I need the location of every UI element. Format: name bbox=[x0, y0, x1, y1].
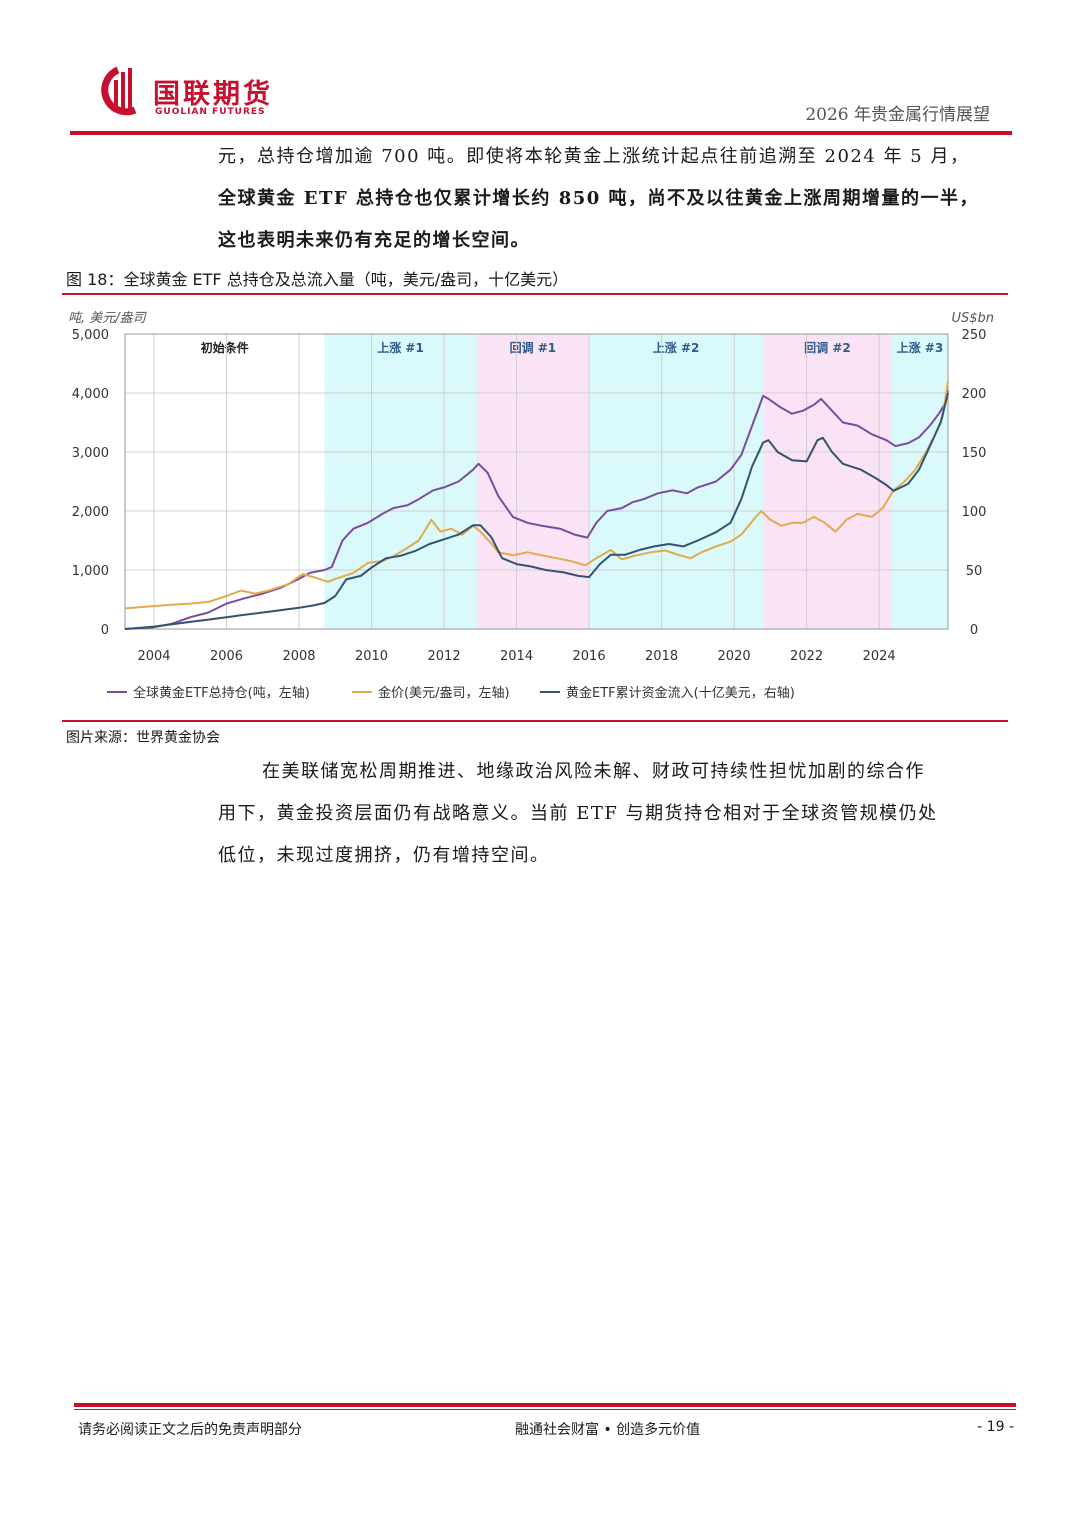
chart-region-band bbox=[763, 334, 892, 629]
chart-left-tick-label: 3,000 bbox=[72, 446, 109, 461]
chart-left-tick-label: 2,000 bbox=[72, 505, 109, 520]
chart-series-line-1 bbox=[124, 389, 949, 630]
chart-region-band bbox=[324, 334, 477, 629]
company-name-cn: 国联期货 bbox=[153, 79, 273, 110]
page-number: - 19 - bbox=[977, 1419, 1014, 1435]
paragraph-strategic-value: 在美联储宽松周期推进、地缘政治风险未解、财政可持续性担忧加剧的综合作 用下，黄金… bbox=[218, 751, 1018, 877]
chart-right-tick-label: 150 bbox=[962, 446, 987, 461]
figure-bottom-rule bbox=[62, 720, 1008, 722]
chart-region-band bbox=[891, 334, 948, 629]
chart-legend-label: 金价(美元/盎司，左轴) bbox=[378, 685, 510, 701]
paragraph-line: 全球黄金 ETF 总持仓也仅累计增长约 850 吨，尚不及以往黄金上涨周期增量的… bbox=[218, 188, 980, 209]
chart-series-line-3 bbox=[124, 392, 949, 630]
chart-right-tick-label: 100 bbox=[962, 505, 987, 520]
company-logo-icon bbox=[101, 66, 137, 116]
chart-region-band bbox=[589, 334, 764, 629]
chart-region-label: 上涨 #3 bbox=[897, 340, 944, 355]
paragraph-line: 在美联储宽松周期推进、地缘政治风险未解、财政可持续性担忧加剧的综合作 bbox=[262, 761, 925, 782]
chart-right-tick-label: 50 bbox=[966, 564, 983, 579]
report-title: 2026 年贵金属行情展望 bbox=[805, 105, 990, 125]
figure-top-rule bbox=[62, 293, 1008, 295]
header-divider bbox=[70, 131, 1012, 135]
figure-source: 图片来源：世界黄金协会 bbox=[66, 730, 220, 746]
chart-right-axis-label: US$bn bbox=[951, 311, 994, 326]
chart-left-tick-label: 0 bbox=[101, 623, 109, 638]
etf-holdings-chart: 初始条件 上涨 #1 回调 #1 上涨 #2 回调 #2 上涨 #3 吨, 美元/盎司 US$… bbox=[68, 311, 994, 701]
figure-title: 图 18：全球黄金 ETF 总持仓及总流入量（吨，美元/盎司，十亿美元） bbox=[66, 270, 569, 289]
chart-region-label: 回调 #1 bbox=[510, 341, 557, 355]
chart-x-tick-label: 2020 bbox=[718, 649, 751, 664]
chart-x-tick-label: 2012 bbox=[428, 649, 461, 664]
chart-region-label: 初始条件 bbox=[201, 340, 249, 355]
paragraph-line: 低位，未现过度拥挤，仍有增持空间。 bbox=[218, 845, 550, 866]
chart-x-tick-label: 2016 bbox=[573, 649, 606, 664]
chart-region-band bbox=[125, 334, 325, 629]
chart-region-label: 上涨 #1 bbox=[377, 340, 424, 355]
company-name-en: GUOLIAN FUTURES bbox=[155, 107, 266, 117]
chart-x-tick-label: 2018 bbox=[645, 649, 678, 664]
chart-left-tick-label: 1,000 bbox=[72, 564, 109, 579]
chart-left-axis-label: 吨, 美元/盎司 bbox=[68, 311, 148, 326]
footer-divider bbox=[74, 1403, 1016, 1407]
chart-region-band bbox=[476, 334, 590, 629]
chart-x-tick-label: 2010 bbox=[355, 649, 388, 664]
chart-x-tick-label: 2004 bbox=[137, 649, 170, 664]
paragraph-line: 元，总持仓增加逾 700 吨。即使将本轮黄金上涨统计起点往前追溯至 2024 年… bbox=[218, 146, 970, 167]
chart-left-tick-label: 5,000 bbox=[72, 328, 109, 343]
chart-right-tick-label: 200 bbox=[962, 387, 987, 402]
chart-left-tick-label: 4,000 bbox=[72, 387, 109, 402]
company-logo: 国联期货 GUOLIAN FUTURES bbox=[95, 66, 285, 126]
footer-slogan: 融通社会财富 • 创造多元价值 bbox=[515, 1422, 701, 1438]
paragraph-line: 这也表明未来仍有充足的增长空间。 bbox=[218, 230, 530, 251]
chart-right-tick-label: 250 bbox=[962, 328, 987, 343]
paragraph-line: 用下，黄金投资层面仍有战略意义。当前 ETF 与期货持仓相对于全球资管规模仍处 bbox=[218, 803, 938, 824]
chart-legend-label: 黄金ETF累计资金流入(十亿美元，右轴) bbox=[566, 685, 795, 701]
chart-x-tick-label: 2022 bbox=[790, 649, 823, 664]
chart-x-tick-label: 2014 bbox=[500, 649, 533, 664]
footer-divider-thin bbox=[74, 1409, 1016, 1410]
footer-disclaimer: 请务必阅读正文之后的免责声明部分 bbox=[78, 1422, 302, 1438]
chart-x-tick-label: 2008 bbox=[282, 649, 315, 664]
chart-legend-label: 全球黄金ETF总持仓(吨，左轴) bbox=[133, 685, 310, 701]
chart-region-label: 上涨 #2 bbox=[653, 340, 700, 355]
chart-series-line-2 bbox=[124, 381, 949, 610]
chart-plot-border bbox=[124, 333, 949, 630]
paragraph-etf-holdings: 元，总持仓增加逾 700 吨。即使将本轮黄金上涨统计起点往前追溯至 2024 年… bbox=[218, 136, 1018, 262]
chart-x-tick-label: 2024 bbox=[863, 649, 896, 664]
chart-region-label: 回调 #2 bbox=[804, 341, 851, 355]
chart-x-tick-label: 2006 bbox=[210, 649, 243, 664]
chart-right-tick-label: 0 bbox=[970, 623, 978, 638]
